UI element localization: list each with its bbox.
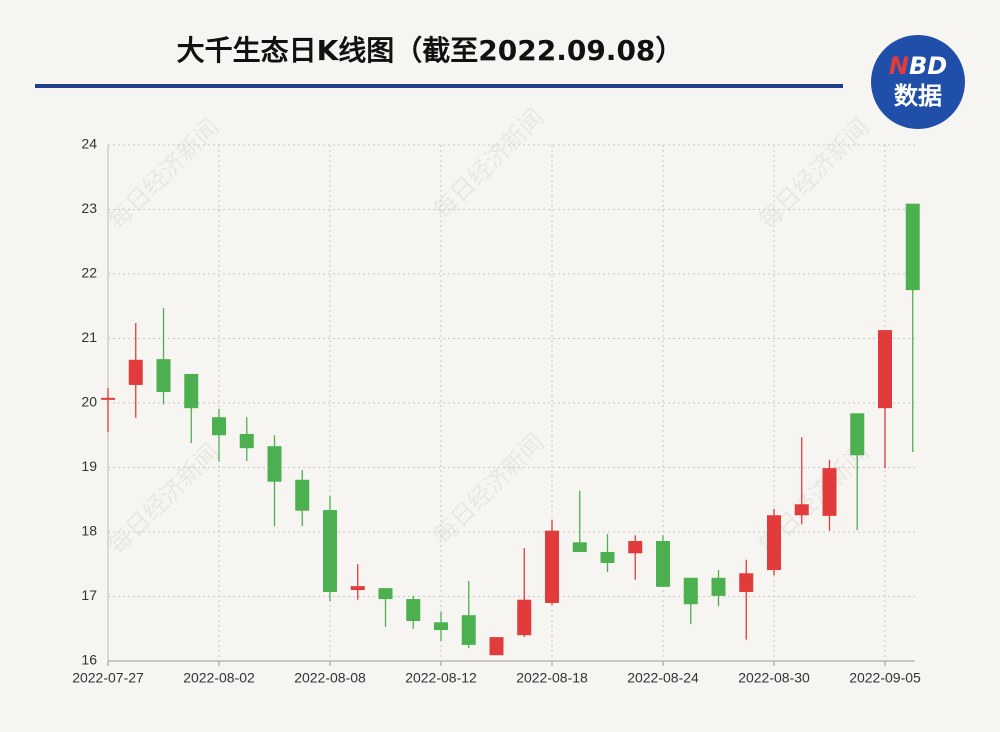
candle-body — [739, 573, 754, 592]
logo-text: NBD — [889, 52, 947, 80]
x-tick-label: 2022-08-18 — [516, 670, 588, 686]
y-tick-label: 20 — [81, 394, 97, 410]
x-tick-label: 2022-08-08 — [294, 670, 366, 686]
logo-text-2: 数据 — [894, 82, 942, 110]
candle-body — [267, 446, 282, 482]
candle-body — [323, 510, 337, 592]
y-tick-label: 16 — [81, 652, 97, 668]
candle-body — [489, 637, 504, 656]
candle-body — [378, 588, 393, 600]
candle-body — [545, 530, 559, 603]
candle-body — [767, 515, 781, 571]
candle-body — [822, 468, 837, 516]
candle-body — [406, 599, 421, 622]
candle-body — [794, 504, 809, 516]
candle-body — [350, 586, 365, 591]
y-tick-label: 24 — [81, 136, 97, 152]
candle-body — [156, 359, 171, 393]
watermark: 每日经济新闻 — [103, 438, 225, 560]
watermark: 每日经济新闻 — [103, 113, 225, 235]
y-tick-label: 22 — [81, 265, 97, 281]
candle-body — [128, 359, 143, 385]
candle-body — [711, 577, 726, 596]
candle-body — [878, 330, 892, 409]
chart-title: 大千生态日K线图（截至2022.09.08） — [177, 34, 684, 67]
y-tick-label: 19 — [81, 458, 97, 474]
candle-body — [850, 413, 865, 456]
x-tick-label: 2022-09-05 — [849, 670, 921, 686]
candle-body — [572, 542, 587, 552]
y-tick-label: 17 — [81, 587, 97, 603]
logo-n: N — [889, 52, 909, 80]
y-tick-label: 21 — [81, 329, 97, 345]
candle-body — [656, 541, 670, 587]
x-tick-label: 2022-07-27 — [72, 670, 144, 686]
x-tick-label: 2022-08-30 — [738, 670, 810, 686]
candle-body — [295, 479, 310, 511]
candle-body — [600, 551, 615, 563]
watermark: 每日经济新闻 — [753, 113, 875, 235]
candle-body — [683, 577, 698, 605]
logo-bd: BD — [909, 52, 947, 80]
logo-badge — [871, 35, 965, 129]
y-tick-label: 18 — [81, 523, 97, 539]
candle-body — [434, 622, 448, 631]
x-tick-label: 2022-08-24 — [627, 670, 699, 686]
x-tick-label: 2022-08-12 — [405, 670, 477, 686]
y-tick-label: 23 — [81, 200, 97, 216]
candle-body — [101, 397, 115, 400]
watermark: 每日经济新闻 — [428, 103, 550, 225]
candle-body — [905, 203, 920, 291]
candle-body — [184, 373, 199, 409]
candle-body — [239, 433, 254, 449]
candle-body — [461, 615, 476, 645]
candle-body — [517, 599, 532, 636]
candle-body — [628, 541, 643, 554]
candle-body — [212, 417, 226, 436]
x-tick-label: 2022-08-02 — [183, 670, 255, 686]
